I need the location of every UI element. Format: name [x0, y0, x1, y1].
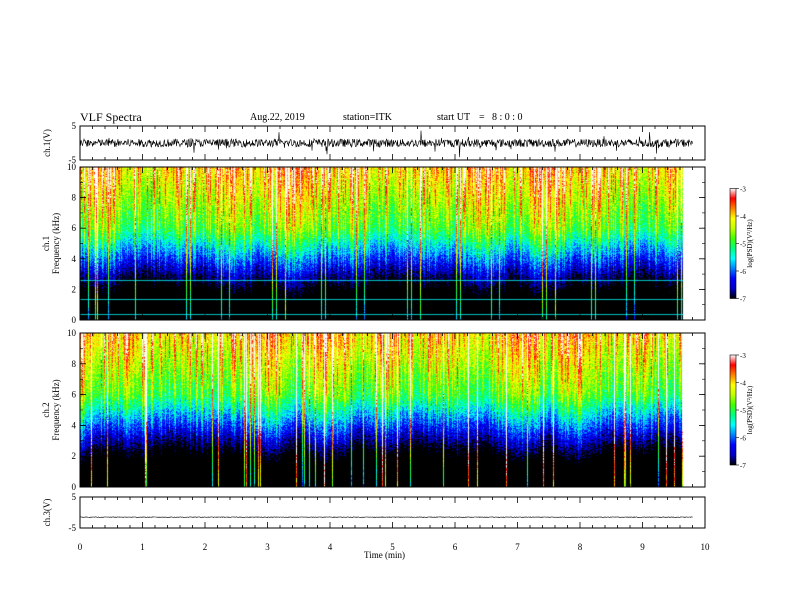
start-ut-label: start UT — [437, 112, 471, 123]
ch1-spectrogram-image — [80, 167, 695, 320]
colorbar-ch2-spectrogram — [729, 354, 737, 466]
colorbar-label: log(PSD)(V²/Hz) — [746, 219, 754, 268]
y-tick-label: 4 — [72, 420, 77, 430]
y-tick-label: 8 — [72, 359, 77, 369]
x-tick-label: 8 — [578, 542, 583, 552]
y-tick-label: -5 — [69, 523, 77, 533]
date-label: Aug.22, 2019 — [250, 112, 305, 123]
y-tick-label: 5 — [72, 121, 77, 131]
y-tick-label: 6 — [72, 390, 77, 400]
colorbar-ch1-spectrogram — [729, 188, 737, 299]
colorbar-tick-label: -7 — [740, 462, 746, 470]
x-tick-label: 7 — [515, 542, 520, 552]
ch3-waveform-line — [79, 516, 693, 518]
y-tick-label: -5 — [69, 155, 77, 165]
figure-title: VLF Spectra — [80, 110, 142, 124]
colorbar-tick-label: -3 — [740, 352, 746, 360]
y-tick-label: 8 — [72, 193, 77, 203]
x-tick-label: 0 — [78, 542, 83, 552]
start-time: 8 : 0 : 0 — [492, 112, 523, 123]
y-tick-label: 10 — [67, 328, 77, 338]
colorbar-tick-label: -4 — [740, 380, 746, 388]
x-tick-label: 9 — [640, 542, 645, 552]
ch2-spectrogram-image — [80, 333, 695, 487]
start-eq: = — [479, 112, 485, 123]
colorbar-label: log(PSD)(V²/Hz) — [746, 385, 754, 434]
y-axis-label: ch.3(V) — [42, 499, 52, 527]
colorbar-tick-label: -5 — [740, 407, 746, 415]
y-axis-label-frequency: Frequency (kHz) — [51, 379, 61, 440]
y-tick-label: 0 — [72, 315, 77, 325]
panel-frame-ch1-spectrogram — [79, 166, 706, 321]
y-tick-label: 2 — [72, 284, 77, 294]
y-tick-label: 6 — [72, 223, 77, 233]
y-axis-label-frequency: Frequency (kHz) — [51, 213, 61, 274]
colorbar-tick-label: -5 — [740, 241, 746, 249]
x-axis-label: Time (min) — [364, 550, 405, 560]
y-axis-label: ch.1(V) — [42, 129, 52, 157]
y-tick-label: 2 — [72, 451, 77, 461]
x-tick-label: 2 — [203, 542, 208, 552]
x-tick-label: 10 — [701, 542, 711, 552]
colorbar-tick-label: -7 — [740, 296, 746, 304]
y-axis-label-channel: ch.1 — [41, 236, 51, 251]
y-tick-label: 4 — [72, 254, 77, 264]
y-tick-label: 0 — [72, 482, 77, 492]
colorbar-tick-label: -6 — [740, 268, 746, 276]
x-tick-label: 6 — [453, 542, 458, 552]
x-tick-label: 5 — [390, 542, 395, 552]
y-tick-label: 5 — [72, 492, 77, 502]
colorbar-tick-label: -3 — [740, 186, 746, 194]
y-tick-label: 10 — [67, 162, 77, 172]
colorbar-tick-label: -4 — [740, 213, 746, 221]
station-label: station=ITK — [343, 112, 392, 123]
panel-frame-ch2-spectrogram — [79, 332, 706, 488]
colorbar-tick-label: -6 — [740, 435, 746, 443]
x-tick-label: 3 — [265, 542, 270, 552]
ch1-waveform-line — [79, 130, 693, 158]
y-axis-label-channel: ch.2 — [41, 402, 51, 417]
x-tick-label: 4 — [328, 542, 333, 552]
x-tick-label: 1 — [140, 542, 145, 552]
